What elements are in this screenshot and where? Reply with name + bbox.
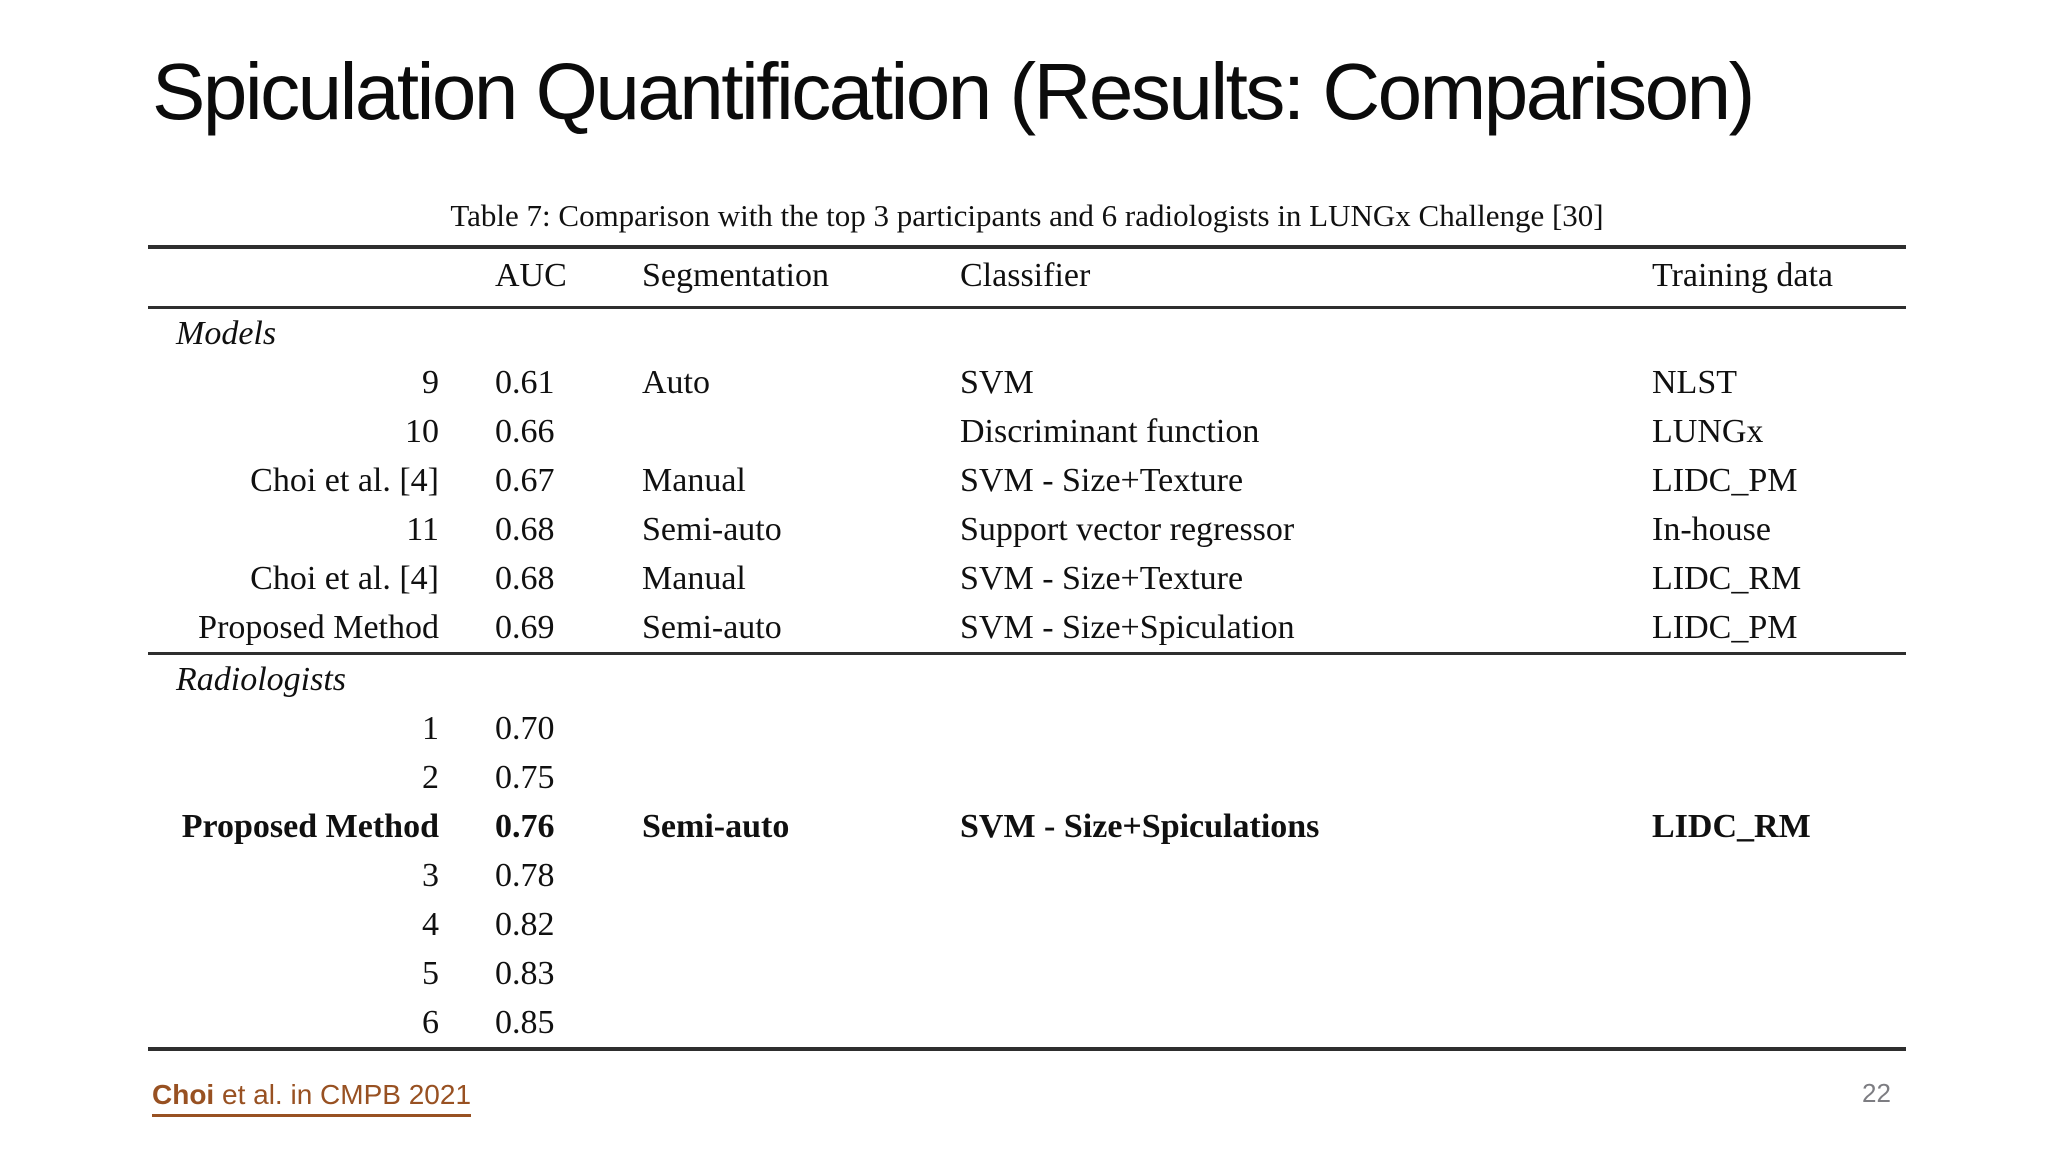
cell-segmentation — [640, 900, 958, 949]
table-section-row: Radiologists — [148, 652, 1906, 704]
table-caption: Table 7: Comparison with the top 3 parti… — [450, 198, 1604, 233]
cell-classifier: SVM - Size+Texture — [960, 559, 1244, 597]
cell-auc: 0.83 — [495, 954, 555, 992]
cell-name: Proposed Method — [198, 608, 439, 646]
cell-classifier: SVM - Size+Spiculation — [960, 608, 1295, 646]
citation-link[interactable]: Choi et al. in CMPB 2021 — [152, 1077, 472, 1117]
table-row: 1 0.70 — [148, 704, 1906, 753]
table-row: Choi et al. [4] 0.68 Manual SVM - Size+T… — [148, 554, 1906, 603]
table-row: 6 0.85 — [148, 998, 1906, 1049]
table-row: 10 0.66 Discriminant function LUNGx — [148, 407, 1906, 456]
cell-name: Proposed Method — [181, 807, 439, 845]
table-row: 5 0.83 — [148, 949, 1906, 998]
cell-classifier: SVM — [960, 363, 1034, 401]
table-section-label: Models — [176, 314, 277, 352]
table-row: Proposed Method 0.76 Semi-auto SVM - Siz… — [148, 802, 1906, 851]
cell-classifier — [958, 998, 1650, 1049]
cell-segmentation: Semi-auto — [642, 510, 782, 548]
cell-name: 10 — [405, 412, 439, 450]
cell-training-data: LIDC_RM — [1652, 559, 1802, 597]
cell-classifier: SVM - Size+Spiculations — [960, 807, 1320, 845]
cell-auc: 0.67 — [495, 461, 555, 499]
cell-classifier — [958, 704, 1650, 753]
table-row: 11 0.68 Semi-auto Support vector regress… — [148, 505, 1906, 554]
cell-training-data — [1650, 900, 1906, 949]
table-row: Choi et al. [4] 0.67 Manual SVM - Size+T… — [148, 456, 1906, 505]
page-number: 22 — [1862, 1078, 1891, 1108]
cell-auc: 0.61 — [495, 363, 555, 401]
cell-auc: 0.66 — [495, 412, 555, 450]
cell-segmentation — [640, 407, 958, 456]
cell-segmentation — [640, 753, 958, 802]
cell-segmentation: Auto — [642, 363, 710, 401]
header-training-data: Training data — [1650, 247, 1906, 309]
header-auc: AUC — [455, 247, 640, 309]
cell-auc: 0.69 — [495, 608, 555, 646]
cell-segmentation — [640, 704, 958, 753]
cell-auc: 0.68 — [495, 559, 555, 597]
cell-name: 4 — [422, 905, 439, 943]
cell-training-data: NLST — [1652, 363, 1737, 401]
comparison-table: AUC Segmentation Classifier Training dat… — [148, 245, 1906, 1051]
cell-name: 11 — [406, 510, 439, 548]
cell-name: 1 — [422, 709, 439, 747]
cell-training-data — [1650, 998, 1906, 1049]
table-row: 3 0.78 — [148, 851, 1906, 900]
cell-segmentation: Manual — [642, 559, 746, 597]
cell-training-data — [1650, 753, 1906, 802]
citation-rest: et al. in CMPB 2021 — [214, 1079, 472, 1110]
cell-classifier — [958, 753, 1650, 802]
cell-training-data — [1650, 851, 1906, 900]
cell-name: 2 — [422, 758, 439, 796]
cell-auc: 0.82 — [495, 905, 555, 943]
cell-classifier: SVM - Size+Texture — [960, 461, 1244, 499]
header-segmentation: Segmentation — [640, 247, 958, 309]
cell-training-data — [1650, 704, 1906, 753]
slide-title: Spiculation Quantification (Results: Com… — [152, 47, 1755, 136]
comparison-table-figure: Table 7: Comparison with the top 3 parti… — [148, 198, 1906, 1051]
cell-segmentation: Manual — [642, 461, 746, 499]
cell-name: 3 — [422, 856, 439, 894]
header-classifier: Classifier — [958, 247, 1650, 309]
cell-classifier: Support vector regressor — [960, 510, 1295, 548]
cell-training-data — [1650, 949, 1906, 998]
cell-classifier — [958, 900, 1650, 949]
cell-segmentation — [640, 998, 958, 1049]
cell-training-data: LIDC_PM — [1652, 608, 1798, 646]
table-row: Proposed Method 0.69 Semi-auto SVM - Siz… — [148, 603, 1906, 654]
table-header-row: AUC Segmentation Classifier Training dat… — [148, 247, 1906, 309]
table-section-label: Radiologists — [148, 652, 1906, 704]
cell-name: Choi et al. [4] — [250, 461, 439, 499]
cell-name: Choi et al. [4] — [250, 559, 439, 597]
citation-author: Choi — [152, 1079, 215, 1110]
cell-training-data: LUNGx — [1652, 412, 1764, 450]
cell-training-data: In-house — [1652, 510, 1771, 548]
cell-auc: 0.68 — [495, 510, 555, 548]
table-row: 9 0.61 Auto SVM NLST — [148, 358, 1906, 407]
cell-name: 9 — [422, 363, 439, 401]
cell-auc: 0.78 — [495, 856, 555, 894]
cell-segmentation — [640, 851, 958, 900]
cell-classifier — [958, 851, 1650, 900]
table-row: 4 0.82 — [148, 900, 1906, 949]
cell-segmentation — [640, 949, 958, 998]
cell-training-data: LIDC_PM — [1652, 461, 1798, 499]
cell-auc: 0.85 — [495, 1003, 555, 1041]
cell-auc: 0.76 — [495, 807, 555, 845]
table-section-row: Models — [148, 308, 1906, 359]
cell-segmentation: Semi-auto — [642, 807, 790, 845]
cell-classifier: Discriminant function — [960, 412, 1260, 450]
cell-name: 5 — [422, 954, 439, 992]
cell-auc: 0.75 — [495, 758, 555, 796]
cell-classifier — [958, 949, 1650, 998]
table-row: 2 0.75 — [148, 753, 1906, 802]
cell-name: 6 — [422, 1003, 439, 1041]
cell-segmentation: Semi-auto — [642, 608, 782, 646]
header-blank — [148, 247, 455, 309]
cell-auc: 0.70 — [495, 709, 555, 747]
cell-training-data: LIDC_RM — [1652, 807, 1811, 845]
